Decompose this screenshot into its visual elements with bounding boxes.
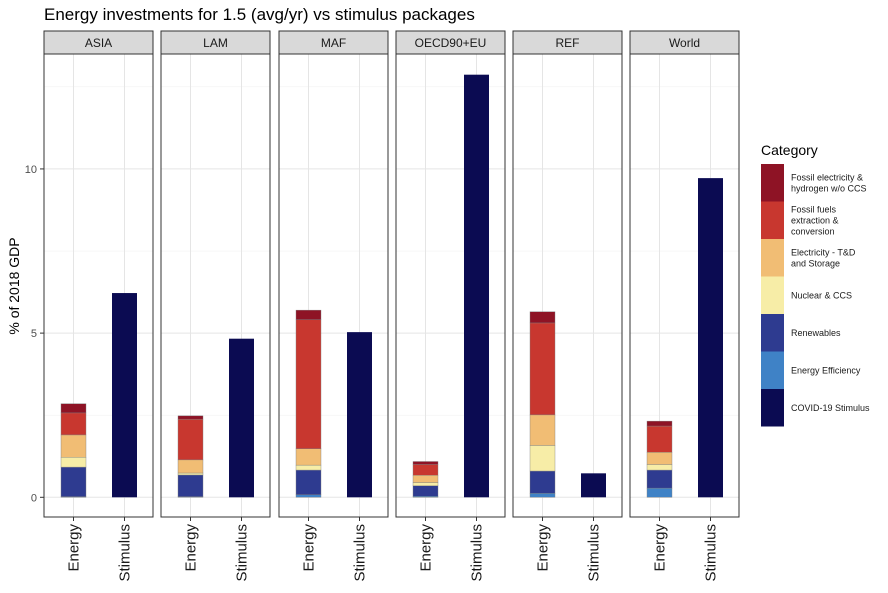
chart-title: Energy investments for 1.5 (avg/yr) vs s… xyxy=(44,5,475,24)
y-tick-label: 0 xyxy=(31,492,37,504)
facet-border xyxy=(629,53,740,518)
bar-segment-renewables xyxy=(646,469,673,489)
facet-strip-label: ASIA xyxy=(85,36,112,50)
legend-label: hydrogen w/o CCS xyxy=(791,183,867,193)
bar-segment-fossil-fuels xyxy=(529,322,556,416)
x-tick-label: Stimulus xyxy=(117,524,134,582)
bar-segment-nuclear-ccs xyxy=(60,457,87,468)
facet-border xyxy=(160,53,271,518)
bar-segment-nuclear-ccs xyxy=(412,482,439,487)
bar-segment-renewables xyxy=(177,474,204,497)
facet-border xyxy=(395,53,506,518)
facet-plot-area xyxy=(513,54,622,517)
x-tick-label: Stimulus xyxy=(469,524,486,582)
x-tick-label: Stimulus xyxy=(352,524,369,582)
legend-key-fossil-elec xyxy=(761,164,784,202)
bar-segment-fossil-elec xyxy=(529,311,556,324)
facet-panel-lam: LAM Energy Stimulus xyxy=(160,30,271,582)
bar-segment-nuclear-ccs xyxy=(295,464,322,471)
bar-segment-nuclear-ccs xyxy=(529,445,556,472)
legend-label: and Storage xyxy=(791,258,840,268)
legend-label: Fossil fuels xyxy=(791,204,837,214)
legend-key-electricity-td xyxy=(761,239,784,277)
bar-segment-electricity-td xyxy=(177,459,204,474)
legend-label: COVID-19 Stimulus xyxy=(791,403,870,413)
bar-segment-renewables xyxy=(412,485,439,497)
bar-segment-electricity-td xyxy=(412,475,439,483)
x-tick-label: Energy xyxy=(301,524,318,572)
bar-segment-fossil-elec xyxy=(60,403,87,414)
bar-segment-efficiency xyxy=(295,494,322,498)
bar-covid-stimulus xyxy=(698,178,723,498)
y-axis-ticks: 0 5 10 xyxy=(25,164,44,504)
bar-segment-fossil-elec xyxy=(295,309,322,320)
facet-border xyxy=(278,53,389,518)
x-tick-label: Energy xyxy=(183,524,200,572)
bar-covid-stimulus xyxy=(112,293,137,498)
bar-covid-stimulus xyxy=(347,332,372,498)
legend-key-nuclear-ccs xyxy=(761,276,784,314)
facet-panel-asia: ASIA Energy Stimulus xyxy=(43,30,154,582)
bar-segment-renewables xyxy=(295,469,322,495)
bar-segment-fossil-fuels xyxy=(412,464,439,476)
bar-covid-stimulus xyxy=(464,74,489,498)
facet-strip-label: MAF xyxy=(321,36,346,50)
legend-label: extraction & xyxy=(791,215,839,225)
facet-panels: ASIA Energy Stimulus LAM Energy Stimulus MAF En… xyxy=(43,30,740,582)
facet-strip-label: LAM xyxy=(203,36,228,50)
bar-segment-efficiency xyxy=(646,487,673,498)
x-tick-label: Energy xyxy=(66,524,83,572)
legend-title: Category xyxy=(761,142,818,158)
bar-segment-fossil-elec xyxy=(646,420,673,427)
legend-key-renewables xyxy=(761,314,784,352)
bar-segment-fossil-fuels xyxy=(295,319,322,449)
facet-border xyxy=(512,53,623,518)
legend-label: conversion xyxy=(791,226,835,236)
x-tick-label: Stimulus xyxy=(586,524,603,582)
facet-strip-label: World xyxy=(669,36,700,50)
x-tick-label: Energy xyxy=(652,524,669,572)
bar-segment-electricity-td xyxy=(295,448,322,466)
facet-panel-maf: MAF Energy Stimulus xyxy=(278,30,389,582)
bar-segment-fossil-fuels xyxy=(60,412,87,436)
x-tick-label: Stimulus xyxy=(703,524,720,582)
bar-segment-nuclear-ccs xyxy=(177,472,204,476)
bar-segment-fossil-fuels xyxy=(646,425,673,453)
x-tick-label: Energy xyxy=(418,524,435,572)
x-tick-label: Energy xyxy=(535,524,552,572)
bar-covid-stimulus xyxy=(229,338,254,498)
bar-segment-electricity-td xyxy=(60,434,87,458)
bar-segment-fossil-fuels xyxy=(177,418,204,461)
bar-segment-electricity-td xyxy=(646,452,673,465)
facet-panel-ref: REF Energy Stimulus xyxy=(512,30,623,582)
legend-key-efficiency xyxy=(761,351,784,389)
legend-label: Nuclear & CCS xyxy=(791,290,852,300)
bar-segment-renewables xyxy=(60,466,87,497)
bar-segment-electricity-td xyxy=(529,414,556,446)
facet-strip-label: OECD90+EU xyxy=(415,36,487,50)
facet-panel-world: World Energy Stimulus xyxy=(629,30,740,582)
bar-segment-nuclear-ccs xyxy=(646,464,673,471)
facet-border xyxy=(43,53,154,518)
x-tick-label: Stimulus xyxy=(234,524,251,582)
legend: Category Fossil electricity &hydrogen w/… xyxy=(761,142,870,427)
bar-segment-renewables xyxy=(529,470,556,494)
legend-label: Electricity - T&D xyxy=(791,247,856,257)
bar-segment-fossil-elec xyxy=(177,415,204,420)
facet-panel-oecd90-eu: OECD90+EU Energy Stimulus xyxy=(395,30,506,582)
y-tick-label: 10 xyxy=(25,164,37,176)
legend-label: Energy Efficiency xyxy=(791,365,861,375)
y-axis-label: % of 2018 GDP xyxy=(6,237,22,334)
facet-strip-label: REF xyxy=(556,36,580,50)
bar-covid-stimulus xyxy=(581,473,606,498)
legend-label: Fossil electricity & xyxy=(791,172,863,182)
legend-label: Renewables xyxy=(791,328,841,338)
y-tick-label: 5 xyxy=(31,328,37,340)
bar-segment-efficiency xyxy=(529,493,556,498)
legend-key-fossil-fuels xyxy=(761,201,784,239)
legend-key-covid xyxy=(761,389,784,427)
bar-segment-fossil-elec xyxy=(412,461,439,465)
